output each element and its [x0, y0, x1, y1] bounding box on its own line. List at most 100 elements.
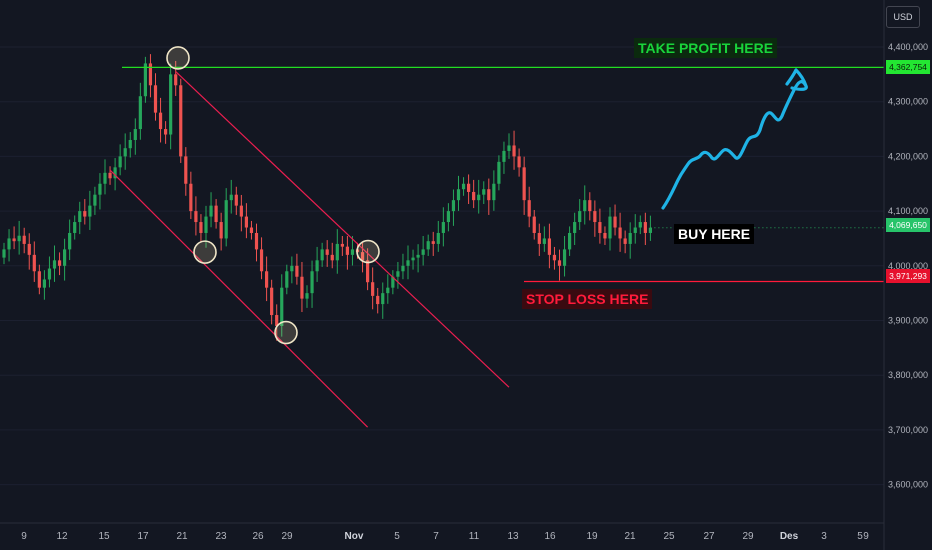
- candle: [573, 212, 577, 246]
- candle-body: [633, 227, 637, 233]
- candle: [179, 78, 183, 163]
- currency-selector[interactable]: USD: [886, 6, 920, 28]
- candle-body: [108, 172, 112, 179]
- stop-loss-label: STOP LOSS HERE: [522, 289, 653, 309]
- candle: [638, 215, 642, 235]
- candle: [628, 222, 632, 259]
- candle-body: [315, 260, 319, 272]
- candle: [148, 54, 153, 98]
- time-tick-label: 19: [586, 531, 598, 542]
- candle-body: [598, 222, 602, 233]
- candle: [103, 159, 107, 195]
- candle: [608, 207, 612, 251]
- candle-body: [583, 200, 587, 212]
- candle: [371, 267, 375, 310]
- candle: [441, 207, 445, 247]
- candle: [416, 244, 420, 273]
- price-axis[interactable]: 4,400,000 4,300,000 4,200,000 4,100,000 4,00…: [888, 42, 928, 490]
- candle: [578, 199, 582, 230]
- candle: [315, 246, 319, 282]
- candle-body: [174, 74, 178, 86]
- time-axis[interactable]: 9 12 15 17 21 23 26 29 Nov 5 7 11 13 16 19 21 25 27 29 Des 3…: [21, 531, 869, 542]
- candle-body: [547, 238, 551, 255]
- candle: [330, 242, 334, 269]
- candle: [270, 279, 274, 325]
- candle-body: [12, 238, 16, 242]
- candle: [189, 171, 193, 220]
- time-tick-label: 3: [821, 531, 827, 542]
- candle-body: [148, 63, 153, 86]
- candle-body: [522, 167, 526, 201]
- candle: [68, 219, 72, 261]
- candle: [350, 235, 355, 266]
- candle-body: [78, 211, 82, 223]
- candle-body: [573, 222, 577, 233]
- candle-body: [239, 205, 243, 217]
- candle: [78, 201, 82, 235]
- time-tick-label: 16: [544, 531, 556, 542]
- candle-body: [401, 265, 405, 272]
- candle: [184, 147, 188, 196]
- candle: [487, 178, 491, 215]
- candle: [593, 200, 597, 237]
- candle: [12, 226, 16, 250]
- candle: [234, 186, 238, 215]
- candle: [507, 133, 511, 159]
- candle-body: [578, 211, 582, 223]
- time-tick-label: Nov: [345, 531, 364, 542]
- candle-body: [123, 148, 127, 157]
- candle-body: [189, 183, 193, 212]
- candle: [47, 256, 52, 288]
- candle: [138, 82, 142, 140]
- candle-body: [118, 156, 122, 168]
- time-tick-label: 12: [56, 531, 68, 542]
- candle-body: [224, 200, 228, 239]
- candle-body: [446, 211, 450, 223]
- last-price-tag: 4,069,650: [886, 218, 930, 232]
- price-tick-label: 3,600,000: [888, 480, 928, 490]
- candle: [123, 133, 127, 170]
- candle: [37, 264, 41, 295]
- candle: [517, 148, 521, 177]
- candle: [22, 227, 26, 254]
- candle: [482, 181, 486, 204]
- candle-body: [265, 271, 269, 288]
- time-tick-label: 15: [98, 531, 110, 542]
- candle: [386, 274, 390, 304]
- candle-body: [588, 200, 592, 212]
- candle-body: [441, 222, 445, 233]
- time-tick-label: 13: [507, 531, 519, 542]
- candle: [290, 256, 294, 284]
- candle-body: [280, 287, 284, 326]
- candle: [542, 226, 546, 252]
- candle-body: [406, 260, 410, 266]
- candle-body: [603, 232, 607, 239]
- time-tick-label: 23: [215, 531, 227, 542]
- candle: [467, 174, 471, 204]
- candle-body: [456, 189, 461, 201]
- candle-body: [512, 145, 516, 157]
- candle-body: [325, 249, 329, 255]
- candle-body: [638, 222, 642, 228]
- candle: [239, 194, 243, 232]
- candle-body: [259, 249, 264, 272]
- candle: [583, 185, 587, 225]
- time-tick-label: 5: [857, 531, 863, 542]
- time-tick-label: 11: [469, 531, 480, 542]
- candle: [295, 253, 299, 285]
- candle-body: [204, 216, 208, 233]
- candle: [229, 179, 233, 214]
- candle-body: [209, 205, 213, 217]
- stop-loss-price-tag: 3,971,293: [886, 269, 930, 283]
- candle-body: [37, 271, 41, 288]
- candle: [562, 235, 567, 277]
- channel-lower-line: [109, 169, 369, 428]
- time-tick-label: 26: [252, 531, 264, 542]
- candle: [431, 231, 435, 256]
- candle-body: [477, 194, 481, 201]
- candle-body: [391, 276, 395, 288]
- candle: [32, 241, 36, 282]
- candle: [552, 246, 557, 270]
- candle-body: [229, 194, 233, 201]
